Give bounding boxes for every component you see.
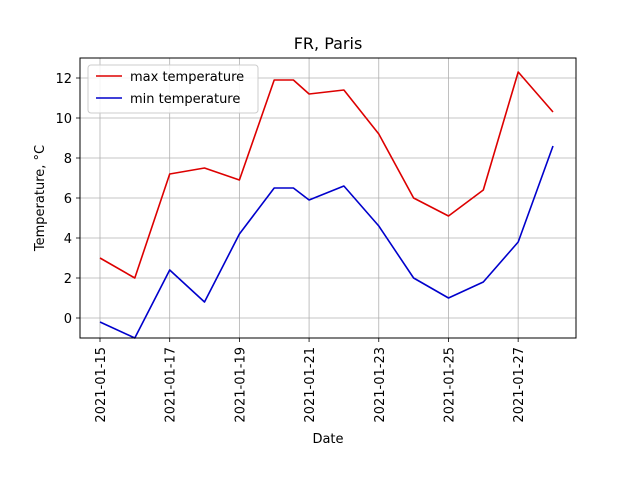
y-tick-label: 2 bbox=[64, 272, 72, 287]
x-tick-label: 2021-01-23 bbox=[373, 347, 388, 423]
legend: max temperature min temperature bbox=[87, 64, 259, 114]
chart-title: FR, Paris bbox=[294, 34, 363, 53]
series-lines bbox=[99, 71, 554, 339]
legend-label: max temperature bbox=[130, 70, 244, 85]
y-tick-label: 8 bbox=[64, 152, 72, 167]
x-axis: 2021-01-15 2021-01-17 2021-01-19 2021-01-21… bbox=[94, 338, 527, 423]
x-tick-label: 2021-01-27 bbox=[512, 347, 527, 423]
y-tick-label: 12 bbox=[55, 72, 72, 87]
y-tick-label: 6 bbox=[64, 192, 72, 207]
legend-box bbox=[87, 64, 259, 114]
y-axis: 0 2 4 6 8 10 12 bbox=[55, 72, 80, 327]
x-tick-label: 2021-01-15 bbox=[94, 347, 109, 423]
x-tick-label: 2021-01-19 bbox=[233, 347, 248, 423]
x-axis-title: Date bbox=[312, 432, 343, 447]
legend-label: min temperature bbox=[130, 92, 240, 107]
y-axis-title: Temperature, °C bbox=[33, 145, 48, 252]
grid bbox=[80, 58, 576, 338]
x-tick-label: 2021-01-21 bbox=[303, 347, 318, 423]
series-line-min-temperature bbox=[99, 145, 554, 339]
series-line-max-temperature bbox=[99, 71, 554, 279]
y-tick-label: 10 bbox=[55, 112, 72, 127]
y-tick-label: 4 bbox=[64, 232, 72, 247]
x-tick-label: 2021-01-17 bbox=[164, 347, 179, 423]
y-tick-label: 0 bbox=[64, 312, 72, 327]
x-tick-label: 2021-01-25 bbox=[442, 347, 457, 423]
